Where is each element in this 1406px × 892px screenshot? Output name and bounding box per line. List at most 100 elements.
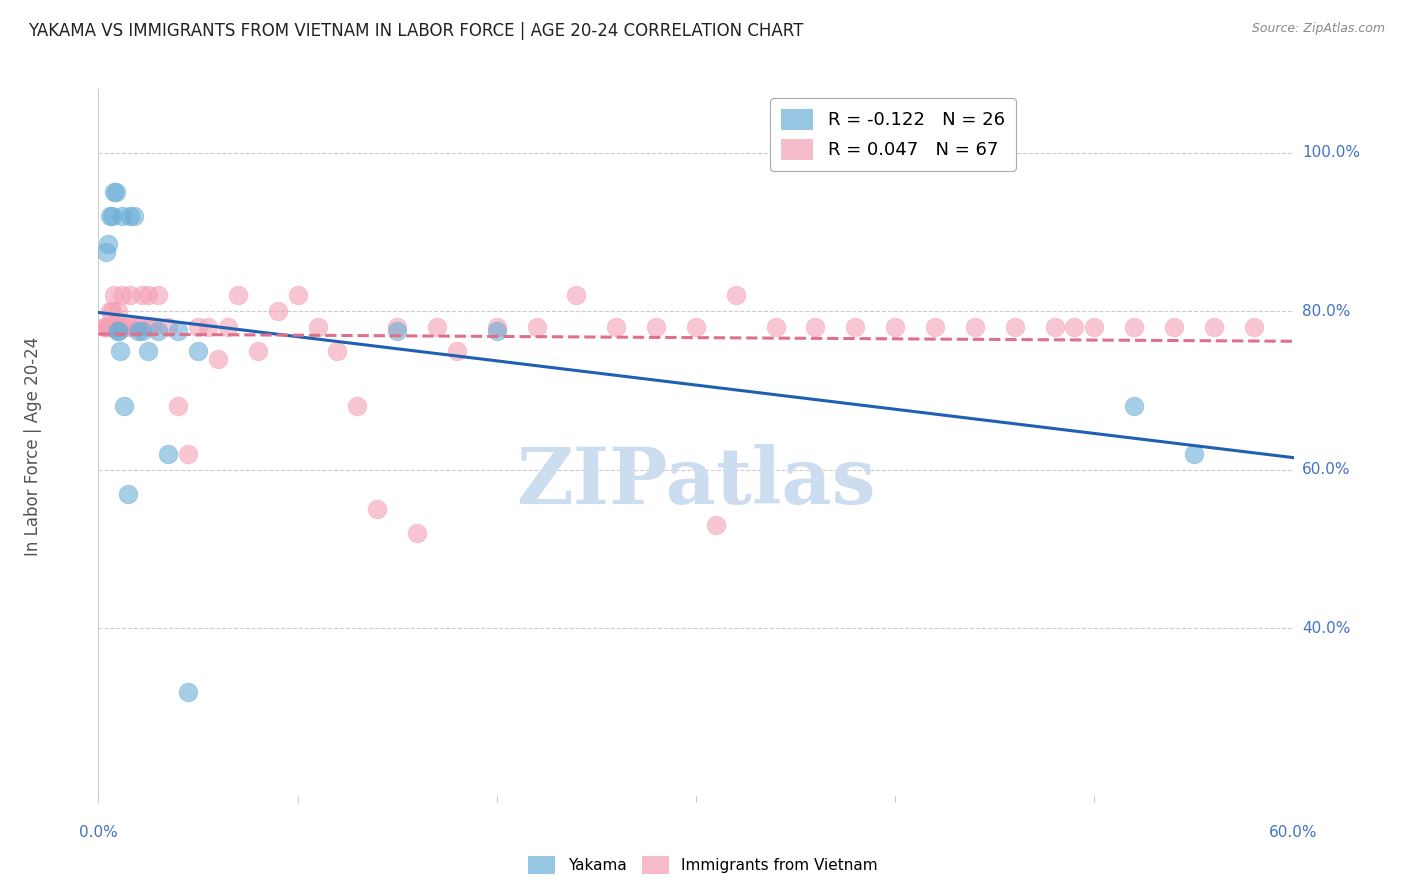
Point xyxy=(1083,320,1105,334)
Point xyxy=(346,400,368,414)
Point xyxy=(141,320,163,334)
Point xyxy=(366,502,388,516)
Point xyxy=(148,288,170,302)
Point xyxy=(1063,320,1085,334)
Point xyxy=(226,288,249,302)
Point xyxy=(107,304,129,318)
Text: 60.0%: 60.0% xyxy=(1270,825,1317,840)
Point xyxy=(112,320,135,334)
Text: 60.0%: 60.0% xyxy=(1302,462,1350,477)
Point xyxy=(485,320,508,334)
Point xyxy=(844,320,866,334)
Point xyxy=(96,320,118,334)
Point xyxy=(385,324,409,338)
Point xyxy=(187,343,209,358)
Point xyxy=(107,324,129,338)
Text: 100.0%: 100.0% xyxy=(1302,145,1360,161)
Point xyxy=(110,320,132,334)
Point xyxy=(124,320,146,334)
Point xyxy=(105,186,128,200)
Point xyxy=(267,304,290,318)
Text: In Labor Force | Age 20-24: In Labor Force | Age 20-24 xyxy=(24,336,42,556)
Point xyxy=(685,320,707,334)
Point xyxy=(127,324,149,338)
Text: 80.0%: 80.0% xyxy=(1302,303,1350,318)
Legend: Yakama, Immigrants from Vietnam: Yakama, Immigrants from Vietnam xyxy=(522,850,884,880)
Point xyxy=(136,320,159,334)
Point xyxy=(307,320,329,334)
Point xyxy=(93,320,115,334)
Point xyxy=(136,343,159,358)
Point xyxy=(120,288,142,302)
Point xyxy=(924,320,946,334)
Point xyxy=(1123,320,1146,334)
Point xyxy=(167,400,190,414)
Point xyxy=(177,685,200,699)
Point xyxy=(963,320,986,334)
Point xyxy=(1243,320,1265,334)
Point xyxy=(98,209,122,223)
Point xyxy=(120,209,142,223)
Point xyxy=(1004,320,1026,334)
Point xyxy=(107,324,129,338)
Point xyxy=(107,320,129,334)
Point xyxy=(101,320,124,334)
Text: Source: ZipAtlas.com: Source: ZipAtlas.com xyxy=(1251,22,1385,36)
Point xyxy=(101,304,124,318)
Point xyxy=(103,186,125,200)
Point xyxy=(124,209,146,223)
Point xyxy=(724,288,747,302)
Point xyxy=(97,320,120,334)
Text: 0.0%: 0.0% xyxy=(79,825,118,840)
Point xyxy=(565,288,588,302)
Point xyxy=(103,288,125,302)
Point xyxy=(446,343,468,358)
Point xyxy=(97,320,120,334)
Point xyxy=(103,320,125,334)
Point xyxy=(131,324,153,338)
Point xyxy=(107,320,129,334)
Text: YAKAMA VS IMMIGRANTS FROM VIETNAM IN LABOR FORCE | AGE 20-24 CORRELATION CHART: YAKAMA VS IMMIGRANTS FROM VIETNAM IN LAB… xyxy=(28,22,803,40)
Point xyxy=(246,343,269,358)
Point xyxy=(157,447,180,461)
Point xyxy=(136,288,159,302)
Point xyxy=(287,288,309,302)
Point xyxy=(804,320,827,334)
Point xyxy=(426,320,449,334)
Point xyxy=(1123,400,1146,414)
Point xyxy=(127,320,149,334)
Point xyxy=(101,209,124,223)
Point xyxy=(1163,320,1185,334)
Text: 40.0%: 40.0% xyxy=(1302,621,1350,636)
Point xyxy=(105,320,128,334)
Point xyxy=(157,320,180,334)
Point xyxy=(485,324,508,338)
Point xyxy=(207,351,229,366)
Point xyxy=(117,320,139,334)
Point xyxy=(1043,320,1066,334)
Point xyxy=(385,320,409,334)
Point xyxy=(96,244,118,259)
Point xyxy=(526,320,548,334)
Point xyxy=(1202,320,1225,334)
Point xyxy=(645,320,668,334)
Text: ZIPatlas: ZIPatlas xyxy=(516,443,876,520)
Point xyxy=(197,320,219,334)
Point xyxy=(187,320,209,334)
Point xyxy=(765,320,787,334)
Point xyxy=(131,288,153,302)
Point xyxy=(406,526,429,541)
Point xyxy=(884,320,907,334)
Point xyxy=(148,324,170,338)
Point xyxy=(217,320,239,334)
Point xyxy=(1182,447,1205,461)
Point xyxy=(110,343,132,358)
Point xyxy=(98,304,122,318)
Point xyxy=(167,324,190,338)
Point xyxy=(605,320,627,334)
Point xyxy=(98,320,122,334)
Point xyxy=(111,209,134,223)
Legend: R = -0.122   N = 26, R = 0.047   N = 67: R = -0.122 N = 26, R = 0.047 N = 67 xyxy=(770,98,1015,170)
Point xyxy=(112,400,135,414)
Point xyxy=(111,288,134,302)
